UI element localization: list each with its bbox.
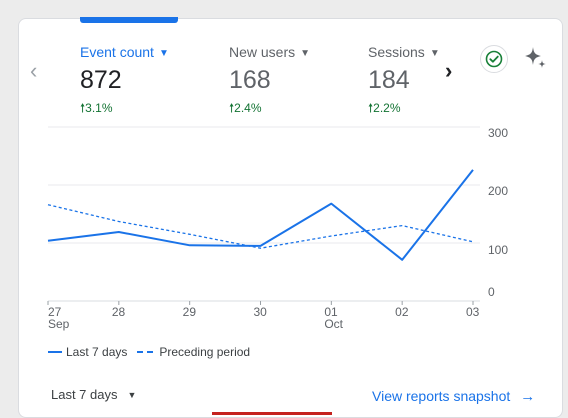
series-line-preceding-period: [47, 204, 474, 249]
metric-value: 872: [80, 66, 122, 94]
date-range-label: Last 7 days: [51, 387, 118, 402]
x-tick-label: 28: [112, 305, 126, 319]
y-tick-label: 100: [488, 243, 508, 257]
legend-label: Preceding period: [159, 345, 251, 359]
chevron-right-icon[interactable]: ›: [445, 58, 453, 83]
y-tick-label: 200: [488, 184, 508, 198]
metric-label: Sessions: [368, 44, 425, 60]
legend-item-preceding-period: Preceding period: [137, 345, 250, 359]
snapshot-link-label: View reports snapshot: [372, 388, 511, 404]
metric-value: 184: [368, 66, 410, 94]
x-tick-label: Oct: [324, 317, 343, 331]
legend-item-last-7-days: Last 7 days: [48, 345, 127, 359]
chevron-left-icon[interactable]: ‹: [30, 58, 38, 83]
arrow-right-icon: →: [520, 388, 536, 405]
metric-label: Event count: [80, 44, 154, 60]
caret-down-icon[interactable]: ▼: [127, 390, 137, 400]
caret-down-icon[interactable]: ▼: [300, 48, 311, 59]
series-line-last-7-days: [47, 169, 474, 261]
x-tick-label: 27: [48, 305, 62, 319]
arrow-up-icon: 🠕: [368, 101, 374, 115]
metric-delta: 2.2%: [373, 101, 401, 115]
date-range-dropdown[interactable]: Last 7 days ▼: [51, 387, 136, 402]
sparkle-icon[interactable]: [522, 45, 548, 71]
caret-down-icon[interactable]: ▼: [429, 48, 440, 59]
metric-sessions[interactable]: Sessions ▼ 184 🠕2.2%: [368, 44, 440, 120]
selected-tab-indicator: [80, 17, 178, 23]
arrow-up-icon: 🠕: [80, 101, 86, 115]
x-tick-label: 30: [254, 305, 268, 319]
arrow-up-icon: 🠕: [229, 101, 235, 115]
view-reports-snapshot-link[interactable]: View reports snapshot →: [372, 388, 535, 405]
metric-delta: 2.4%: [234, 101, 262, 115]
check-circle-icon[interactable]: [480, 45, 508, 73]
metric-delta: 3.1%: [85, 101, 113, 115]
y-tick-label: 300: [488, 126, 508, 140]
metric-value: 168: [229, 66, 271, 94]
x-tick-label: 02: [395, 305, 409, 319]
caret-down-icon[interactable]: ▼: [158, 48, 169, 59]
legend-label: Last 7 days: [66, 345, 128, 359]
x-tick-label: Sep: [48, 317, 70, 331]
metrics-card: [18, 18, 563, 418]
legend-swatch-dashed: [137, 351, 154, 353]
chart-legend: Last 7 days Preceding period: [48, 345, 260, 359]
x-tick-label: 01: [324, 305, 338, 319]
x-tick-label: 03: [466, 305, 480, 319]
x-tick-label: 29: [183, 305, 197, 319]
metric-label: New users: [229, 44, 296, 60]
metric-new-users[interactable]: New users ▼ 168 🠕2.4%: [229, 44, 310, 120]
legend-swatch-solid: [48, 351, 62, 353]
bottom-stripe: [212, 412, 332, 415]
y-tick-label: 0: [488, 285, 495, 299]
metric-event-count[interactable]: Event count ▼ 872 🠕3.1%: [80, 44, 169, 120]
